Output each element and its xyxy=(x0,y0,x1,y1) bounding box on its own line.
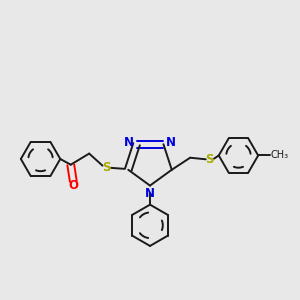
Text: CH₃: CH₃ xyxy=(271,151,289,160)
Text: N: N xyxy=(145,187,155,200)
Text: O: O xyxy=(68,179,78,192)
Text: S: S xyxy=(102,161,111,174)
Text: N: N xyxy=(124,136,134,149)
Text: N: N xyxy=(166,136,176,149)
Text: S: S xyxy=(206,153,214,166)
